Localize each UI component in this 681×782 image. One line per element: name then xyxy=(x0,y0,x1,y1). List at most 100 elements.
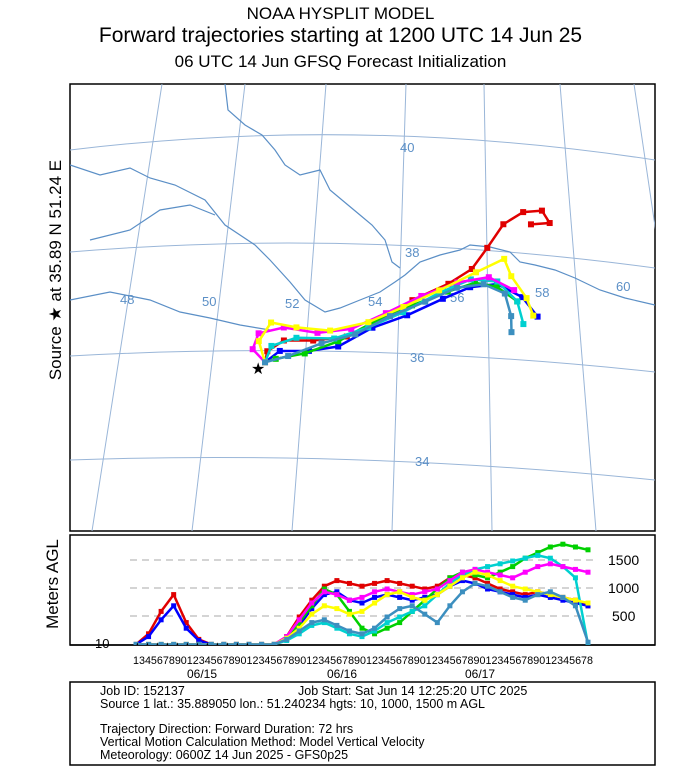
sub-title: 06 UTC 14 Jun GFSQ Forecast Initializati… xyxy=(174,52,507,71)
vertical-marker xyxy=(510,589,516,595)
vertical-marker xyxy=(158,641,164,645)
lat-line-36 xyxy=(70,350,655,373)
vertical-marker xyxy=(171,592,177,598)
vertical-marker xyxy=(372,580,378,586)
vertical-marker xyxy=(547,555,553,561)
map-grid-labels: 40 38 36 34 48 50 52 54 56 58 60 xyxy=(120,140,630,469)
vertical-marker xyxy=(522,592,528,598)
trajectory-marker xyxy=(439,295,446,302)
trajectory-marker xyxy=(520,321,527,328)
vertical-marker xyxy=(522,569,528,575)
vertical-marker xyxy=(497,578,503,584)
vertical-marker xyxy=(309,611,315,617)
date-label-0617: 06/17 xyxy=(465,667,495,681)
trajectory-marker xyxy=(314,329,321,336)
trajectory-marker xyxy=(262,359,269,366)
vertical-marker xyxy=(384,578,390,584)
vertical-marker xyxy=(535,564,541,570)
vertical-marker xyxy=(296,620,302,626)
trajectory-marker xyxy=(255,330,262,337)
vertical-marker xyxy=(221,641,227,645)
trajectory-marker xyxy=(268,342,275,349)
lon-label-50: 50 xyxy=(202,294,216,309)
vertical-marker xyxy=(485,586,491,592)
trajectory-marker xyxy=(472,269,479,276)
trajectory-marker xyxy=(310,337,317,344)
lat-label-40: 40 xyxy=(400,140,414,155)
trajectory-marker xyxy=(538,207,545,214)
vertical-marker xyxy=(485,575,491,581)
vertical-marker xyxy=(560,564,566,570)
trajectory-marker xyxy=(348,325,355,332)
trajectory-marker xyxy=(249,346,256,353)
vertical-marker xyxy=(334,589,340,595)
vertical-marker xyxy=(422,594,428,600)
vertical-marker xyxy=(359,594,365,600)
vertical-marker xyxy=(296,614,302,620)
vertical-marker xyxy=(384,592,390,598)
release-star-icon: ★ xyxy=(132,640,143,654)
lon-label-60: 60 xyxy=(616,279,630,294)
source-star-icon: ★ xyxy=(251,359,265,378)
trajectory-marker xyxy=(530,312,537,319)
vertical-marker xyxy=(384,614,390,620)
vertical-marker xyxy=(547,592,553,598)
vertical-marker xyxy=(372,600,378,606)
trajectory-marker xyxy=(422,298,429,305)
vertical-marker xyxy=(572,566,578,572)
lon-label-52: 52 xyxy=(285,296,299,311)
vertical-marker xyxy=(321,603,327,609)
vertical-marker xyxy=(459,578,465,584)
vertical-marker xyxy=(334,592,340,598)
trajectory-marker xyxy=(255,338,262,345)
vertical-marker xyxy=(271,641,277,645)
vertical-panel: 1500 1000 500 10 ★ ★ ★ ★ ★ ★ ★ ★ ★ ★ ★ ★ 1345678901… xyxy=(69,534,656,681)
trajectory-marker xyxy=(335,338,342,345)
model-title: NOAA HYSPLIT MODEL xyxy=(246,4,435,23)
vertical-marker xyxy=(284,636,290,642)
vertical-marker xyxy=(409,592,415,598)
vertical-marker xyxy=(397,614,403,620)
vertical-marker xyxy=(547,589,553,595)
y-tick-500: 500 xyxy=(612,608,636,624)
vertical-marker xyxy=(146,641,152,645)
trajectory-marker xyxy=(268,319,275,326)
trajectory-marker xyxy=(276,347,283,354)
vertical-marker xyxy=(459,589,465,595)
vertical-marker xyxy=(459,575,465,581)
vertical-marker xyxy=(321,589,327,595)
vertical-marker xyxy=(183,620,189,626)
trajectory-marker xyxy=(480,281,487,288)
release-star-icon: ★ xyxy=(162,640,173,654)
trajectory-direction: Trajectory Direction: Forward Duration: … xyxy=(100,722,354,736)
coastline-caucasus xyxy=(89,204,216,241)
trajectory-marker xyxy=(293,324,300,331)
trajectory-marker xyxy=(365,319,372,326)
vertical-marker xyxy=(359,631,365,637)
vertical-marker xyxy=(397,594,403,600)
vertical-marker xyxy=(510,594,516,600)
vertical-marker xyxy=(472,569,478,575)
vertical-marker xyxy=(309,603,315,609)
trajectory-marker xyxy=(374,317,381,324)
trajectory-marker xyxy=(280,324,287,331)
vertical-marker xyxy=(346,597,352,603)
y-tick-1000: 1000 xyxy=(608,580,639,596)
vertical-marker xyxy=(321,620,327,626)
vertical-marker xyxy=(510,558,516,564)
vertical-marker xyxy=(422,597,428,603)
job-id: Job ID: 152137 xyxy=(100,684,185,698)
vertical-marker xyxy=(309,600,315,606)
vertical-marker xyxy=(359,625,365,631)
date-label-0615: 06/15 xyxy=(187,667,217,681)
release-star-icon: ★ xyxy=(222,640,233,654)
vertical-marker xyxy=(459,569,465,575)
vertical-marker xyxy=(522,594,528,600)
lat-label-38: 38 xyxy=(405,245,419,260)
vertical-marker xyxy=(572,603,578,609)
vertical-marker xyxy=(334,578,340,584)
vertical-marker xyxy=(397,620,403,626)
vertical-marker xyxy=(447,583,453,589)
vertical-marker xyxy=(510,575,516,581)
